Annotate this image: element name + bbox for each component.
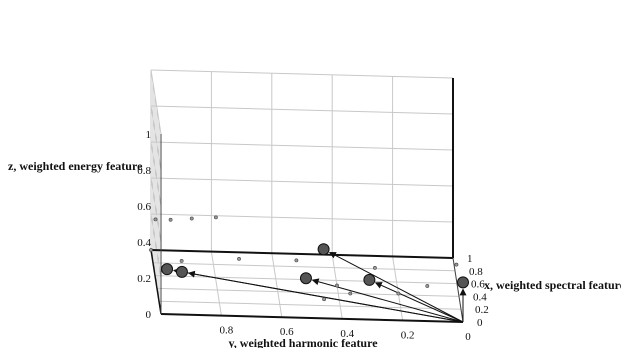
x-tick-label: 0.8 [469,266,483,278]
small-data-point [189,216,194,221]
large-data-point [161,263,174,276]
vector-arrow [187,270,464,323]
small-data-point [179,259,184,263]
x-tick-label: 0 [477,317,483,329]
vector-arrow [311,278,464,323]
y-tick-label: 0.4 [340,328,354,340]
small-data-point [294,258,299,263]
small-data-point [454,262,459,267]
side-wall-grid-line [150,105,162,171]
back-wall-grid-line [150,69,454,79]
small-data-point [237,256,241,261]
z-tick-label: 0.8 [137,165,151,177]
small-data-point [153,217,158,222]
back-wall-grid-line [150,213,454,223]
back-wall-grid-line [150,105,454,115]
large-data-point [317,243,330,256]
floor-grid-line [210,251,222,316]
z-tick-label: 0 [146,309,152,321]
back-wall-grid-line [150,141,454,151]
arrows-group [172,251,467,323]
x-tick-label: 0.4 [473,291,487,303]
large-data-point [299,272,312,285]
small-data-point [396,291,401,296]
small-data-point [322,297,327,302]
large-data-point [457,276,469,289]
vector-arrow [374,282,464,323]
tick-labels: 00.20.40.60.8100.20.40.60.800.20.40.60.8… [137,129,489,343]
z-tick-label: 0.4 [137,237,151,249]
y-axis-line [160,313,464,323]
z-tick-label: 0.2 [137,273,151,285]
x-tick-label: 0.2 [475,304,489,316]
floor-grid-line [271,253,283,318]
axis-lines [150,78,464,323]
floor-grid-line [158,300,462,310]
z-axis-title: z, weighted energy feature [8,159,143,173]
large-data-point [363,273,376,286]
small-data-point [425,284,430,288]
back-wall-grid-line [150,177,454,187]
floor-grid-line [156,287,460,297]
small-data-point [213,215,218,220]
floor-back-edge [150,249,454,259]
grid-lines [150,69,464,323]
y-tick-label: 0.8 [220,325,234,337]
y-axis-title: y, weighted harmonic feature [228,336,378,348]
z-tick-label: 0.6 [137,201,151,213]
vector-arrow [328,251,464,323]
small-data-point [149,248,153,252]
small-data-point [335,283,339,288]
x-tick-label: 1 [467,253,473,265]
large-data-point [175,265,188,278]
small-data-point [348,291,353,296]
data-points [149,215,469,302]
x-tick-label: 0.6 [471,279,485,291]
y-tick-label: 0.6 [280,326,294,338]
z-tick-label: 1 [146,129,152,141]
small-data-point [168,217,173,222]
y-tick-label: 0 [465,331,471,343]
small-data-point [373,265,377,270]
floor-side-edge [150,249,162,315]
x-axis-title: x, weighted spectral feature [484,278,621,292]
x-axis-line [452,257,464,323]
y-tick-label: 0.2 [401,329,415,341]
floor-grid-line [152,262,456,272]
side-wall-grid-line [150,69,162,135]
